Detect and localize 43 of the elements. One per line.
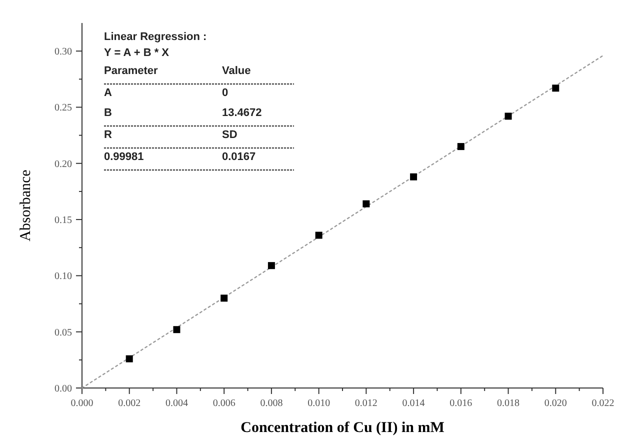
annotation: R [104, 129, 112, 141]
point [410, 173, 418, 180]
annotation: 0.99981 [104, 151, 144, 163]
annotation: SD [222, 129, 238, 141]
annotation: Linear Regression : [104, 31, 207, 43]
point [504, 112, 512, 120]
y-tick-label: 0.25 [54, 102, 72, 114]
x-tick-label: 0.018 [497, 398, 520, 409]
y-tick-label: 0.20 [54, 158, 72, 170]
y-axis-title: Absorbance [18, 169, 34, 242]
x-tick-label: 0.006 [212, 398, 236, 409]
y-tick-label: 0.30 [54, 46, 72, 58]
x-tick-label: 0.022 [592, 398, 614, 409]
annotation: 0.0167 [222, 151, 256, 163]
x-tick-label: 0.016 [450, 398, 472, 409]
point [552, 84, 560, 92]
point [173, 326, 180, 334]
y-tick-label: 0.05 [54, 327, 72, 338]
y-tick-label: 0.00 [54, 384, 72, 394]
annotation: Value [222, 65, 251, 77]
x-tick-label: 0.014 [402, 398, 425, 409]
annotation: B [104, 107, 112, 119]
point [126, 355, 133, 362]
annotation: A [104, 87, 112, 99]
point [457, 143, 464, 150]
y-tick-label: 0.10 [54, 271, 72, 282]
x-tick-label: 0.008 [260, 398, 283, 409]
point [362, 200, 370, 208]
annotation: Parameter [104, 65, 159, 77]
annotation: 0 [222, 87, 228, 99]
x-tick-label: 0.002 [118, 398, 141, 409]
x-tick-label: 0.004 [165, 398, 188, 409]
point [220, 294, 228, 302]
annotation: 13.4672 [222, 107, 262, 119]
annotation: Y = A + B * X [104, 47, 170, 59]
x-tick-label: 0.020 [544, 398, 567, 409]
y-tick-label: 0.15 [54, 215, 72, 226]
x-tick-label: 0.010 [308, 398, 330, 409]
point [315, 232, 322, 239]
x-tick-label: 0.012 [354, 398, 378, 409]
x-axis-title: Concentration of Cu (II) in mM [240, 420, 444, 436]
x-tick-label: 0.000 [70, 398, 94, 409]
point [268, 262, 275, 270]
